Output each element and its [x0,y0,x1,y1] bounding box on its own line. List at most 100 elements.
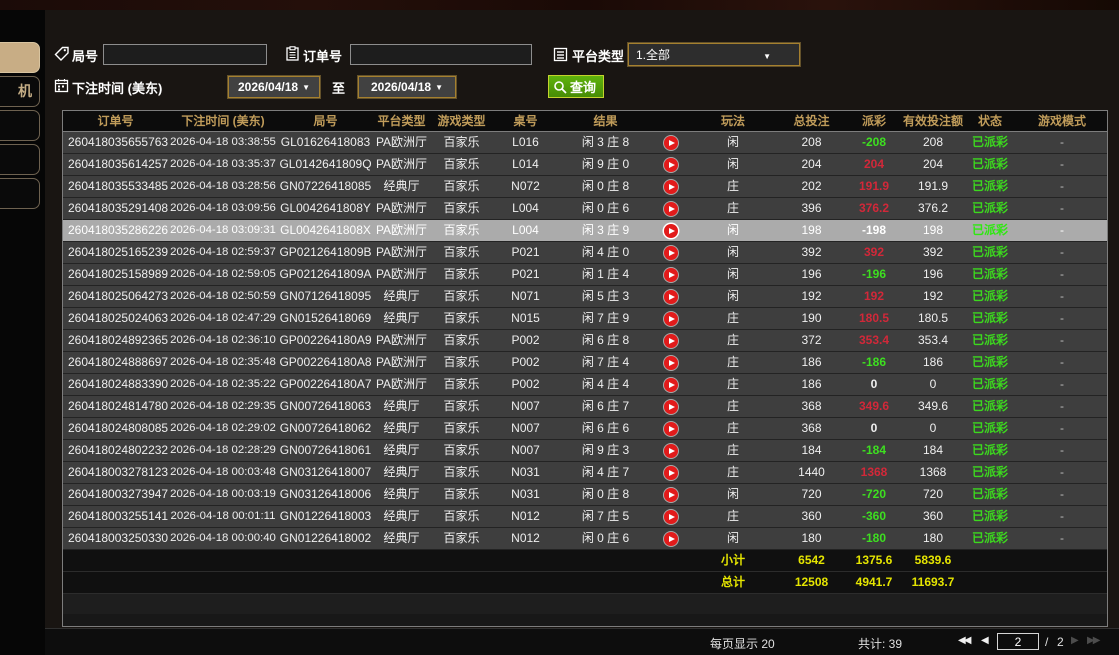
cell-round: GP002264180A8 [279,355,372,369]
cell-table: P002 [511,333,540,347]
cell-order: 260418025165239 [68,245,168,259]
table-row[interactable]: 260418003278123 2026-04-18 00:03:48 GN0312… [63,462,1107,484]
first-page-icon[interactable]: ◀◀ [958,635,971,646]
sidebar-item-1[interactable] [0,42,40,73]
cell-valid: 180 [922,531,944,545]
table-row[interactable]: 260418025165239 2026-04-18 02:59:37 GP0212… [63,242,1107,264]
cell-mode: - [1060,399,1064,413]
table-row[interactable]: 260418035533485 2026-04-18 03:28:56 GN0722… [63,176,1107,198]
cell-platform: 经典厅 [383,311,420,325]
play-result-icon[interactable] [663,245,678,260]
cell-bet: 庄 [726,201,739,215]
total-pages-label: 2 [1057,635,1064,649]
cell-order: 260418003278123 [68,465,168,479]
table-row[interactable]: 260418035655763 2026-04-18 03:38:55 GL0162… [63,132,1107,154]
cell-play [653,220,688,241]
table-row[interactable]: 260418024892365 2026-04-18 02:36:10 GP0022… [63,330,1107,352]
cell-order: 260418003250330 [68,531,168,545]
play-result-icon[interactable] [663,333,678,348]
table-row[interactable]: 260418035291408 2026-04-18 03:09:56 GL0042… [63,198,1107,220]
cell-payout: -720 [861,487,887,501]
table-row[interactable]: 260418024808085 2026-04-18 02:29:02 GN0072… [63,418,1107,440]
table-row[interactable]: 260418024883390 2026-04-18 02:35:22 GP0022… [63,374,1107,396]
order-input[interactable] [350,44,532,65]
cell-time: 2026-04-18 00:03:48 [170,466,276,478]
cell-play [653,330,688,351]
play-result-icon[interactable] [663,509,678,524]
play-result-icon[interactable] [663,201,678,216]
date-from-value: 2026/04/18 [238,80,299,94]
cell-result: 闲 6 庄 7 [581,399,630,413]
chevron-down-icon: ▼ [302,82,310,92]
to-label: 至 [332,81,346,96]
round-input[interactable] [103,44,267,65]
order-label: 订单号 [303,49,343,64]
cell-time: 2026-04-18 03:38:55 [170,136,276,148]
prev-page-icon[interactable]: ◀ [981,635,989,646]
cell-result: 闲 6 庄 8 [581,333,630,347]
sidebar-item-2[interactable]: 机 [0,76,40,107]
next-page-icon[interactable]: ▶ [1071,635,1079,646]
sidebar-item-3[interactable] [0,110,40,141]
cell-game: 百家乐 [443,135,480,149]
cell-bet: 闲 [726,157,739,171]
cell-platform: PA欧洲厅 [375,201,428,215]
play-result-icon[interactable] [663,399,678,414]
cell-platform: 经典厅 [383,465,420,479]
play-result-icon[interactable] [663,179,678,194]
play-result-icon[interactable] [663,487,678,502]
cell-round: GP002264180A9 [279,333,372,347]
table-row[interactable]: 260418024814780 2026-04-18 02:29:35 GN0072… [63,396,1107,418]
play-result-icon[interactable] [663,135,678,150]
play-result-icon[interactable] [663,377,678,392]
cell-wager: 204 [801,157,822,171]
page-number-input[interactable] [997,633,1039,650]
play-result-icon[interactable] [663,531,678,546]
cell-table: N031 [511,465,540,479]
cell-bet: 庄 [726,355,739,369]
search-button-label: 查询 [570,80,597,95]
date-from-picker[interactable]: 2026/04/18 ▼ [228,76,320,98]
date-to-picker[interactable]: 2026/04/18 ▼ [358,76,456,98]
play-result-icon[interactable] [663,311,678,326]
search-button[interactable]: 查询 [548,75,605,98]
table-filler [63,594,1107,614]
table-row[interactable]: 260418035286226 2026-04-18 03:09:31 GL0042… [63,220,1107,242]
table-row[interactable]: 260418025158989 2026-04-18 02:59:05 GP0212… [63,264,1107,286]
table-row[interactable]: 260418024888697 2026-04-18 02:35:48 GP0022… [63,352,1107,374]
cell-mode: - [1060,289,1064,303]
cell-order: 260418035291408 [68,201,168,215]
play-result-icon[interactable] [663,421,678,436]
table-row[interactable]: 260418003250330 2026-04-18 00:00:40 GN0122… [63,528,1107,550]
last-page-icon[interactable]: ▶▶ [1087,635,1100,646]
cell-valid: 0 [929,421,937,435]
column-header-6: 桌号 [513,114,538,128]
cell-bet: 庄 [726,443,739,457]
table-row[interactable]: 260418003273947 2026-04-18 00:03:19 GN0312… [63,484,1107,506]
platform-select[interactable]: 1.全部 ▼ [628,43,800,66]
cell-game: 百家乐 [443,267,480,281]
cell-order: 260418024888697 [68,355,168,369]
play-result-icon[interactable] [663,355,678,370]
play-result-icon[interactable] [663,157,678,172]
sidebar-item-4[interactable] [0,144,40,175]
table-row[interactable]: 260418024802232 2026-04-18 02:28:29 GN0072… [63,440,1107,462]
play-result-icon[interactable] [663,465,678,480]
table-row[interactable]: 260418035614257 2026-04-18 03:35:37 GL0142… [63,154,1107,176]
play-result-icon[interactable] [663,443,678,458]
bet-time-label: 下注时间 (美东) [72,81,163,96]
sidebar-item-5[interactable] [0,178,40,209]
column-header-14: 游戏模式 [1037,114,1086,128]
cell-payout: 353.4 [858,333,890,347]
table-row[interactable]: 260418025024063 2026-04-18 02:47:29 GN0152… [63,308,1107,330]
play-result-icon[interactable] [663,223,678,238]
cell-status: 已派彩 [971,487,1008,501]
cell-status: 已派彩 [971,289,1008,303]
play-result-icon[interactable] [663,289,678,304]
cell-round: GN03126418007 [279,465,372,479]
table-row[interactable]: 260418025064273 2026-04-18 02:50:59 GN0712… [63,286,1107,308]
cell-valid: 353.4 [917,333,949,347]
cell-platform: 经典厅 [383,531,420,545]
play-result-icon[interactable] [663,267,678,282]
table-row[interactable]: 260418003255141 2026-04-18 00:01:11 GN0122… [63,506,1107,528]
